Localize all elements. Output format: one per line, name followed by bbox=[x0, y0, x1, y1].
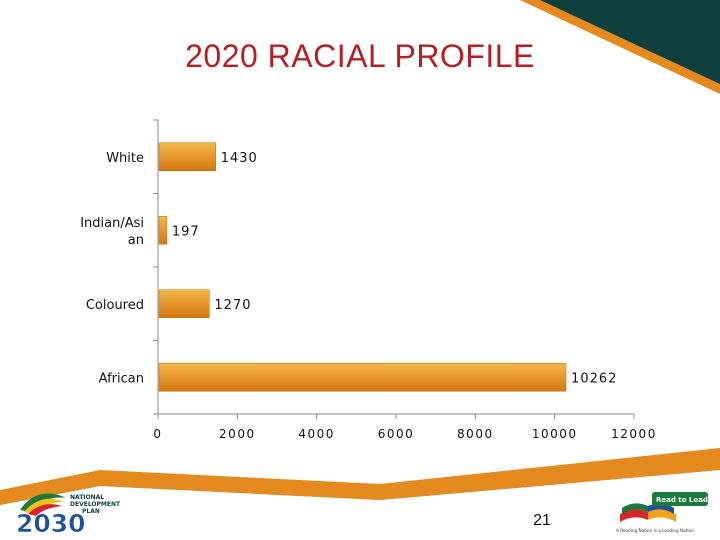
bar-coloured bbox=[158, 289, 210, 318]
x-tick-label: 8000 bbox=[457, 427, 494, 441]
ndp-line1: NATIONAL bbox=[70, 494, 104, 501]
ndp-line3: PLAN bbox=[82, 508, 100, 515]
read-to-lead-tagline: A Reading Nation is a Leading Nation bbox=[616, 528, 694, 533]
category-label: Indian/Asi an bbox=[80, 216, 144, 248]
chart-axes bbox=[153, 119, 635, 419]
open-book-icon bbox=[620, 509, 648, 522]
ndp-year: 2030 bbox=[16, 509, 86, 534]
chart-labels: 0 2000 4000 6000 8000 10000 12000 1430 White 197 I… bbox=[80, 151, 657, 441]
category-label: Coloured bbox=[86, 298, 144, 313]
x-tick-label: 4000 bbox=[298, 427, 335, 441]
read-to-lead-name: Read to Lead bbox=[656, 496, 708, 504]
ndp-line2: DEVELOPMENT bbox=[70, 501, 121, 508]
value-label: 1270 bbox=[214, 298, 251, 313]
x-tick-label: 12000 bbox=[611, 427, 657, 441]
bar-white bbox=[158, 142, 216, 171]
bar-indian-asian bbox=[158, 216, 168, 245]
chart-bars bbox=[158, 142, 567, 392]
x-tick-label: 6000 bbox=[378, 427, 415, 441]
bottom-white-panel bbox=[0, 470, 720, 540]
bottom-orange-band bbox=[0, 448, 720, 505]
category-label: African bbox=[99, 371, 144, 386]
category-label: White bbox=[106, 151, 144, 166]
page-title: 2020 RACIAL PROFILE bbox=[185, 38, 535, 74]
x-tick-label: 0 bbox=[153, 427, 162, 441]
top-right-teal-band bbox=[540, 0, 720, 84]
x-tick-label: 10000 bbox=[532, 427, 578, 441]
ndp-2030-logo: NATIONAL DEVELOPMENT PLAN 2030 bbox=[16, 493, 121, 534]
value-label: 10262 bbox=[571, 371, 617, 386]
value-label: 1430 bbox=[221, 151, 258, 166]
value-label: 197 bbox=[172, 224, 200, 239]
x-tick-label: 2000 bbox=[219, 427, 256, 441]
bar-african bbox=[158, 363, 567, 392]
read-to-lead-logo: Read to Lead A Reading Nation is a Leadi… bbox=[616, 492, 708, 533]
page-number: 21 bbox=[533, 512, 551, 529]
